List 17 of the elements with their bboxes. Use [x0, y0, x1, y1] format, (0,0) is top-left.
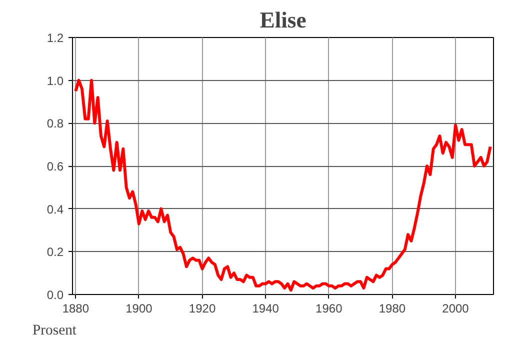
x-tick-label: 1900: [126, 302, 153, 316]
y-tick-label: 0.4: [46, 202, 64, 216]
chart-title: Elise: [260, 8, 306, 32]
x-tick-label: 1920: [188, 302, 216, 316]
line-series: [74, 78, 492, 292]
y-tick-label: 0.2: [46, 245, 64, 260]
y-axis-title: Prosent: [32, 322, 76, 338]
x-tick-label: 1880: [62, 302, 90, 316]
y-tick-label: 0.8: [46, 116, 64, 131]
y-tick-label: 1.2: [46, 31, 64, 45]
y-tick-label: 0.6: [46, 160, 64, 174]
x-tick-label: 2000: [442, 302, 470, 316]
y-tick-label: 1.0: [46, 74, 64, 88]
x-tick-label: 1940: [252, 302, 280, 316]
x-tick-label: 1960: [316, 302, 343, 316]
x-tick-label: 1980: [378, 302, 406, 316]
y-tick-label: 0.0: [46, 288, 64, 302]
